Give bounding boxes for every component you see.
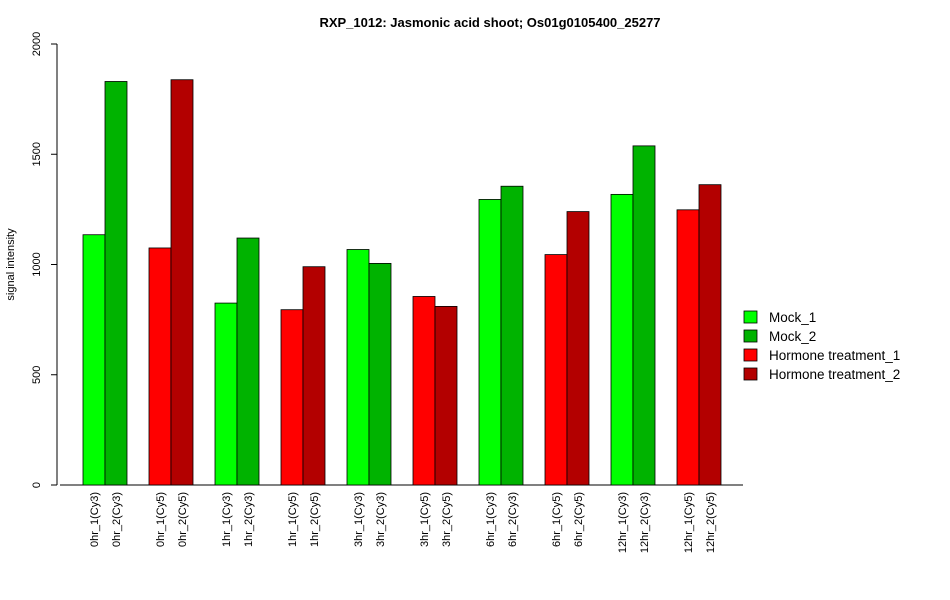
x-tick-label: 0hr_2(Cy3) — [111, 492, 123, 547]
bar — [214, 302, 238, 486]
bar — [82, 234, 106, 486]
y-tick-label: 0 — [31, 482, 43, 488]
x-tick-labels: 0hr_1(Cy3) 0hr_2(Cy3) 0hr_1(Cy5) 0hr_2(Cy5)… — [89, 492, 717, 553]
x-tick-label: 3hr_1(Cy3) — [353, 492, 365, 547]
legend-label: Hormone treatment_1 — [769, 348, 900, 363]
bar — [236, 237, 260, 486]
x-tick-label: 1hr_2(Cy5) — [309, 492, 321, 547]
legend-label: Mock_2 — [769, 329, 816, 344]
bar — [544, 254, 568, 486]
x-tick-label: 12hr_2(Cy3) — [639, 492, 651, 553]
x-tick-label: 6hr_1(Cy3) — [485, 492, 497, 547]
bar — [632, 145, 656, 486]
x-tick-label: 6hr_2(Cy3) — [507, 492, 519, 547]
bar — [500, 185, 524, 486]
x-tick-label: 1hr_2(Cy3) — [243, 492, 255, 547]
x-tick-label: 12hr_1(Cy3) — [617, 492, 629, 553]
x-tick-label: 3hr_2(Cy3) — [375, 492, 387, 547]
bar — [412, 296, 436, 486]
legend: Mock_1 Mock_2 Hormone treatment_1 Hormone t… — [743, 310, 900, 382]
x-tick-label: 1hr_1(Cy3) — [221, 492, 233, 547]
y-axis-label: signal intensity — [5, 228, 17, 301]
x-tick-label: 0hr_1(Cy5) — [155, 492, 167, 547]
bar — [170, 79, 194, 486]
chart-title: RXP_1012: Jasmonic acid shoot; Os01g0105… — [319, 15, 660, 30]
x-tick-label: 3hr_2(Cy5) — [441, 492, 453, 547]
legend-label: Mock_1 — [769, 310, 816, 325]
legend-swatch — [743, 348, 758, 362]
x-tick-label: 1hr_1(Cy5) — [287, 492, 299, 547]
y-axis: 0 500 1000 1500 2000 — [31, 32, 58, 488]
bar — [676, 209, 700, 486]
x-tick-label: 12hr_2(Cy5) — [705, 492, 717, 553]
y-tick-label: 1000 — [31, 252, 43, 276]
legend-label: Hormone treatment_2 — [769, 367, 900, 382]
bars — [82, 79, 722, 486]
x-tick-label: 0hr_2(Cy5) — [177, 492, 189, 547]
x-tick-label: 3hr_1(Cy5) — [419, 492, 431, 547]
bar — [280, 309, 304, 486]
x-tick-label: 6hr_1(Cy5) — [551, 492, 563, 547]
bar — [434, 305, 458, 486]
legend-swatch — [743, 310, 758, 324]
bar — [610, 193, 634, 486]
x-tick-label: 0hr_1(Cy3) — [89, 492, 101, 547]
bar — [302, 266, 326, 486]
bar — [346, 249, 370, 486]
y-tick-label: 500 — [31, 366, 43, 384]
x-tick-label: 6hr_2(Cy5) — [573, 492, 585, 547]
y-tick-label: 2000 — [31, 32, 43, 56]
bar — [148, 247, 172, 486]
bar — [698, 184, 722, 486]
bar — [478, 199, 502, 486]
legend-swatch — [743, 329, 758, 343]
bar — [566, 211, 590, 486]
bar — [104, 81, 128, 486]
legend-swatch — [743, 367, 758, 381]
bar — [368, 262, 392, 486]
x-tick-label: 12hr_1(Cy5) — [683, 492, 695, 553]
y-tick-label: 1500 — [31, 142, 43, 166]
